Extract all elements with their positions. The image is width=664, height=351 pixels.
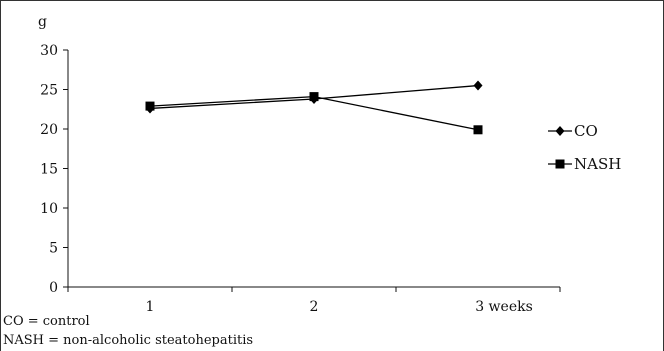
series-layer bbox=[145, 80, 483, 135]
y-tick-label: 5 bbox=[49, 241, 58, 257]
legend-label-co: CO bbox=[574, 122, 598, 140]
legend-item-nash: NASH bbox=[548, 155, 621, 173]
y-tick-label: 20 bbox=[40, 122, 58, 138]
y-ticks: 0 5 10 15 20 25 30 bbox=[40, 43, 68, 296]
x-tick-label: 2 bbox=[310, 299, 319, 315]
x-tick-label: 3 weeks bbox=[475, 299, 533, 315]
y-tick-label: 15 bbox=[40, 162, 58, 178]
x-tick-label: 1 bbox=[146, 299, 155, 315]
y-tick-label: 10 bbox=[40, 201, 58, 217]
data-point-nash bbox=[145, 101, 155, 111]
footnote-co: CO = control bbox=[3, 314, 90, 329]
legend-marker-nash bbox=[555, 159, 565, 169]
y-tick-label: 30 bbox=[40, 43, 58, 59]
data-point-nash bbox=[309, 92, 319, 102]
legend-label-nash: NASH bbox=[574, 155, 621, 173]
series-nash bbox=[145, 92, 483, 135]
legend-item-co: CO bbox=[548, 122, 598, 140]
axes bbox=[67, 50, 560, 288]
legend-marker-co bbox=[555, 126, 565, 136]
data-point-nash bbox=[473, 125, 483, 135]
y-tick-label: 25 bbox=[40, 83, 58, 99]
legend: CO NASH bbox=[548, 122, 621, 173]
footnote-nash: NASH = non-alcoholic steatohepatitis bbox=[3, 333, 254, 348]
y-tick-label: 0 bbox=[49, 280, 58, 296]
data-point-co bbox=[473, 80, 483, 91]
y-axis-label: g bbox=[38, 14, 47, 30]
x-ticks: 1 2 3 weeks bbox=[67, 287, 561, 315]
